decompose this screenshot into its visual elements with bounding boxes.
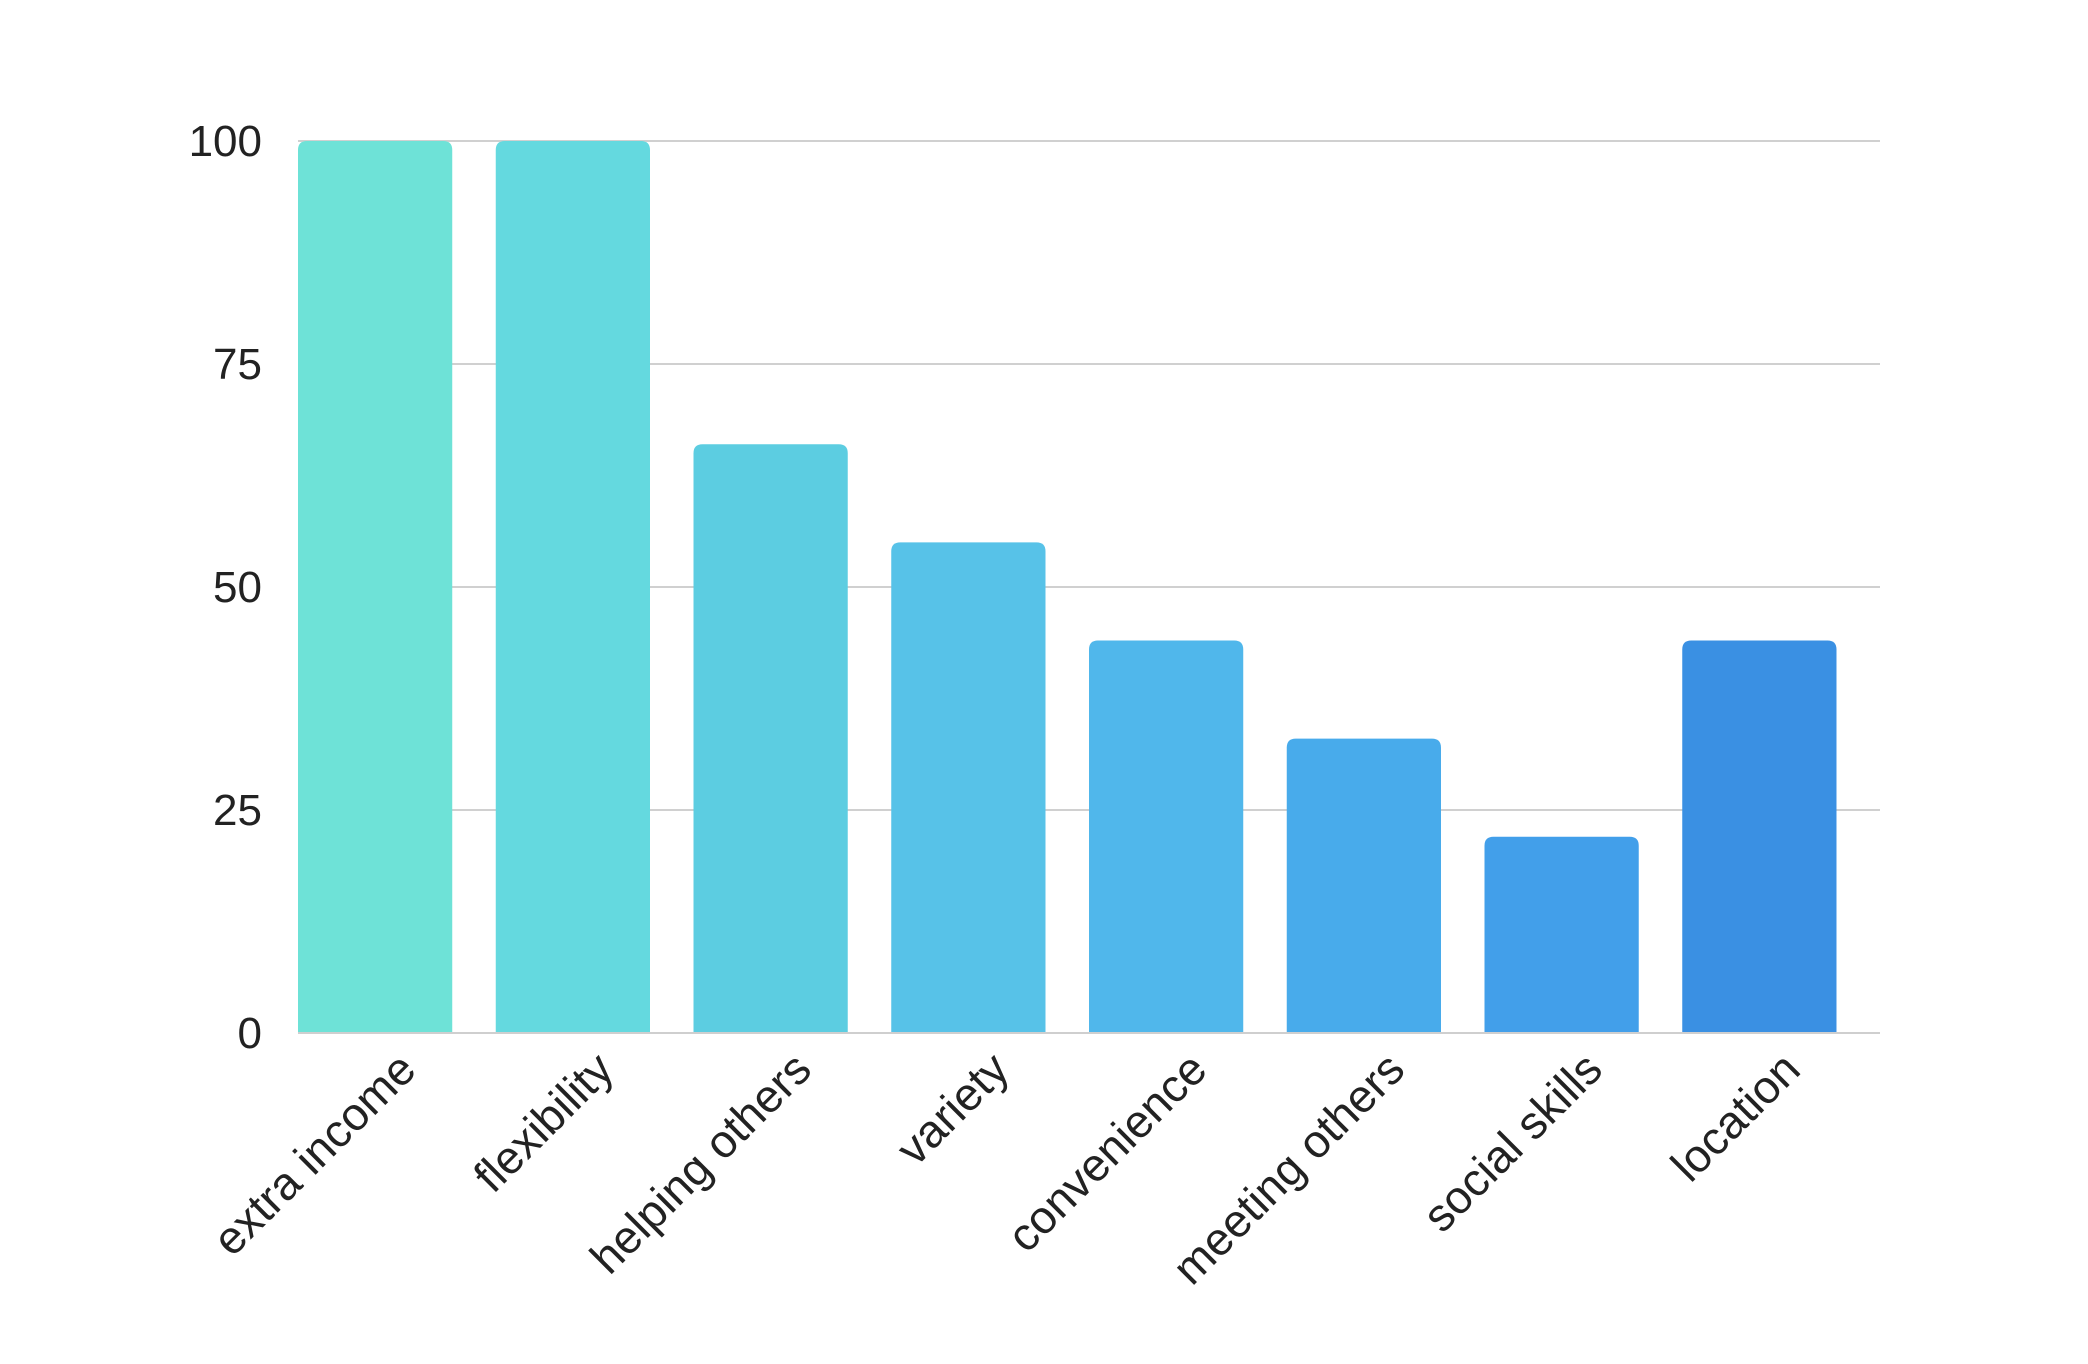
y-tick-label: 100 [189, 117, 262, 166]
bar-variety [891, 542, 1046, 1033]
x-tick-label: social skills [1412, 1042, 1611, 1241]
y-tick-label: 75 [213, 340, 262, 389]
y-axis-ticks: 0 25 50 75 100 [189, 117, 262, 1058]
bar-social-skills [1484, 836, 1639, 1033]
y-tick-label: 0 [238, 1009, 262, 1058]
bar-location [1682, 640, 1837, 1033]
x-tick-label: location [1661, 1042, 1810, 1191]
x-tick-label: convenience [997, 1042, 1216, 1261]
bar-extra-income [298, 141, 453, 1033]
bar-flexibility [495, 141, 650, 1033]
x-tick-label: variety [886, 1042, 1019, 1175]
x-tick-label: extra income [202, 1042, 425, 1265]
x-tick-label: flexibility [463, 1042, 623, 1202]
y-tick-label: 25 [213, 786, 262, 835]
y-tick-label: 50 [213, 563, 262, 612]
bars [298, 141, 1880, 1034]
bar-convenience [1089, 640, 1244, 1033]
bar-meeting-others [1286, 738, 1441, 1033]
bar-helping-others [693, 444, 848, 1033]
